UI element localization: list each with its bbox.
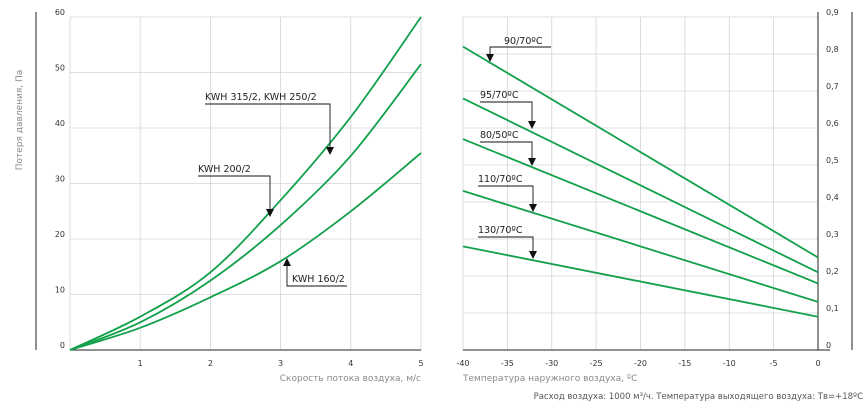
- right-y-tick-label: 0,1: [826, 304, 839, 313]
- right-x-axis-title: Температура наружного воздуха, ºС: [462, 374, 637, 384]
- left-y-tick-label: 40: [55, 119, 65, 128]
- left-x-tick-label: 4: [348, 359, 353, 368]
- right-series-line-130-70: [462, 245, 819, 318]
- series-label-130-70: 130/70ºС: [478, 225, 523, 236]
- callout-110-70: 110/70ºС: [478, 174, 537, 212]
- right-y-tick-label: 0,3: [826, 230, 839, 239]
- series-label-95-70: 95/70ºС: [480, 90, 519, 101]
- left-x-tick-label: 1: [138, 359, 143, 368]
- right-x-tick-label: -25: [590, 359, 603, 368]
- left-x-tick-label: 5: [418, 359, 423, 368]
- callout-95-70: 95/70ºС: [480, 90, 536, 129]
- series-label-80-50: 80/50ºС: [480, 130, 519, 141]
- left-x-tick-label: 3: [278, 359, 283, 368]
- right-x-tick-label: -10: [723, 359, 736, 368]
- right-series-line-95-70: [462, 97, 819, 274]
- right-x-tick-label: -40: [456, 359, 469, 368]
- left-y-tick-label: 30: [55, 175, 65, 184]
- left-y-tick-label: 0: [60, 341, 65, 350]
- footnote: Расход воздуха: 1000 м³/ч. Температура в…: [534, 392, 863, 402]
- left-series-line-kwh-160-2: [69, 152, 422, 351]
- left-series-line-kwh-315-2-kwh-250-2: [69, 16, 422, 351]
- right-series-line-90-70: [462, 45, 819, 259]
- left-x-tick-label: 2: [208, 359, 213, 368]
- right-x-tick-label: -5: [770, 359, 778, 368]
- left-x-axis-title: Скорость потока воздуха, м/с: [280, 374, 421, 384]
- left-y-tick-label: 20: [55, 230, 65, 239]
- series-label-110-70: 110/70ºС: [478, 174, 523, 185]
- callout-90-70: 90/70ºС: [486, 36, 551, 62]
- right-series-line-110-70: [462, 190, 819, 303]
- right-series-line-80-50: [462, 138, 819, 285]
- callout-kwh-160: KWH 160/2: [283, 258, 347, 287]
- right-x-tick-label: -30: [545, 359, 558, 368]
- callout-kwh-200: KWH 200/2: [198, 164, 274, 217]
- left-y-tick-label: 10: [55, 286, 65, 295]
- right-y-tick-label: 0,7: [826, 82, 839, 91]
- right-y-tick-label: 0,8: [826, 45, 839, 54]
- left-y-axis-title: Потеря давления, Па: [15, 70, 25, 171]
- series-label-kwh-315-250: KWH 315/2, KWH 250/2: [205, 92, 317, 103]
- right-x-tick-label: -20: [634, 359, 647, 368]
- right-y-tick-label: 0,5: [826, 156, 839, 165]
- callout-130-70: 130/70ºС: [478, 225, 537, 259]
- series-label-kwh-160: KWH 160/2: [292, 274, 345, 285]
- left-y-tick-label: 60: [55, 8, 65, 17]
- callout-80-50: 80/50ºС: [480, 130, 536, 166]
- left-series-line-kwh-200-2: [69, 63, 422, 351]
- series-label-90-70: 90/70ºС: [504, 36, 543, 47]
- right-y-tick-label: 0,4: [826, 193, 839, 202]
- right-x-tick-label: 0: [815, 359, 820, 368]
- left-y-tick-label: 50: [55, 64, 65, 73]
- callout-kwh-315-250: KWH 315/2, KWH 250/2: [205, 92, 334, 155]
- right-y-tick-label: 0,6: [826, 119, 839, 128]
- right-y-tick-label: 0: [826, 341, 831, 350]
- right-x-tick-label: -35: [501, 359, 514, 368]
- right-y-tick-label: 0,2: [826, 267, 839, 276]
- right-x-tick-label: -15: [678, 359, 691, 368]
- series-label-kwh-200: KWH 200/2: [198, 164, 251, 175]
- right-y-tick-label: 0,9: [826, 8, 839, 17]
